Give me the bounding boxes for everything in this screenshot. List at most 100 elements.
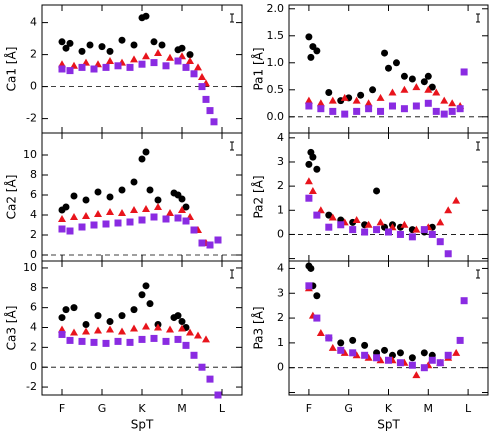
y-tick-label: 4 xyxy=(30,16,37,29)
y-tick-label: 0.5 xyxy=(267,83,285,96)
point xyxy=(329,107,337,115)
point xyxy=(174,335,182,343)
point xyxy=(388,88,397,96)
point xyxy=(62,306,70,314)
point xyxy=(102,63,110,71)
point xyxy=(198,83,206,91)
y-tick-label: 3 xyxy=(277,155,284,168)
point xyxy=(130,178,138,186)
point xyxy=(400,105,408,113)
point xyxy=(316,206,325,214)
point xyxy=(424,85,433,93)
plot-frame xyxy=(41,260,243,396)
point xyxy=(106,318,114,326)
point xyxy=(352,96,361,104)
point xyxy=(174,214,182,222)
y-tick-label: 6 xyxy=(30,188,37,201)
point xyxy=(102,220,110,228)
y-tick-label: 0 xyxy=(30,80,37,93)
point xyxy=(82,58,90,66)
point xyxy=(62,44,70,52)
point xyxy=(412,371,421,379)
point xyxy=(138,291,146,299)
x-tick-label: F xyxy=(306,402,312,415)
x-tick-label: L xyxy=(219,402,226,415)
point xyxy=(182,341,190,349)
point xyxy=(154,323,162,331)
y-tick-label: 1 xyxy=(277,203,284,216)
point xyxy=(182,63,190,71)
point xyxy=(400,85,409,93)
point xyxy=(352,215,361,223)
point xyxy=(307,53,315,61)
point xyxy=(349,336,357,344)
y-tick-label: 4 xyxy=(277,131,284,144)
point xyxy=(182,217,190,225)
point xyxy=(325,223,333,231)
point xyxy=(154,49,162,56)
point xyxy=(408,75,416,83)
point xyxy=(198,73,206,80)
point xyxy=(206,375,214,383)
point xyxy=(70,304,78,312)
point xyxy=(448,99,457,107)
point xyxy=(126,338,134,346)
point xyxy=(66,67,74,75)
point xyxy=(58,325,66,333)
y-tick-label: 2 xyxy=(30,48,37,61)
point xyxy=(138,335,146,343)
point xyxy=(78,337,86,345)
x-tick-label: M xyxy=(424,402,434,415)
point xyxy=(313,314,321,322)
point xyxy=(114,62,122,70)
x-tick-label: G xyxy=(344,402,353,415)
point xyxy=(206,107,214,115)
y-tick-label: 4 xyxy=(30,208,37,221)
point xyxy=(316,328,325,336)
point xyxy=(214,391,222,399)
point xyxy=(70,328,78,336)
point xyxy=(452,196,461,204)
point xyxy=(400,220,409,228)
point xyxy=(420,78,428,86)
point xyxy=(82,321,90,329)
point xyxy=(186,328,194,336)
point xyxy=(142,205,150,212)
point xyxy=(313,47,321,55)
point xyxy=(178,318,186,326)
point xyxy=(325,211,333,219)
point xyxy=(364,353,373,361)
x-tick-label: M xyxy=(177,402,187,415)
point xyxy=(62,203,70,211)
point xyxy=(337,221,345,229)
point xyxy=(412,83,421,91)
point xyxy=(154,203,162,210)
point xyxy=(444,250,452,258)
point xyxy=(162,337,170,345)
point xyxy=(377,107,385,115)
point xyxy=(190,70,198,78)
point xyxy=(90,221,98,229)
point xyxy=(178,52,186,60)
point xyxy=(78,223,86,231)
y-tick-label: 8 xyxy=(30,168,37,181)
point xyxy=(138,216,146,224)
point xyxy=(106,57,114,64)
point xyxy=(162,215,170,223)
point xyxy=(142,52,150,60)
x-axis-label: SpT xyxy=(377,418,400,432)
point xyxy=(349,349,357,357)
point xyxy=(396,359,404,367)
point xyxy=(166,209,174,216)
point xyxy=(308,186,317,194)
x-tick-label: G xyxy=(98,402,107,415)
point xyxy=(58,215,66,222)
point xyxy=(304,96,313,104)
point xyxy=(198,363,206,371)
point xyxy=(194,331,202,339)
point xyxy=(313,292,321,300)
y-tick-label: 2 xyxy=(30,228,37,241)
point xyxy=(385,356,392,364)
point xyxy=(385,64,392,72)
point xyxy=(90,65,98,73)
